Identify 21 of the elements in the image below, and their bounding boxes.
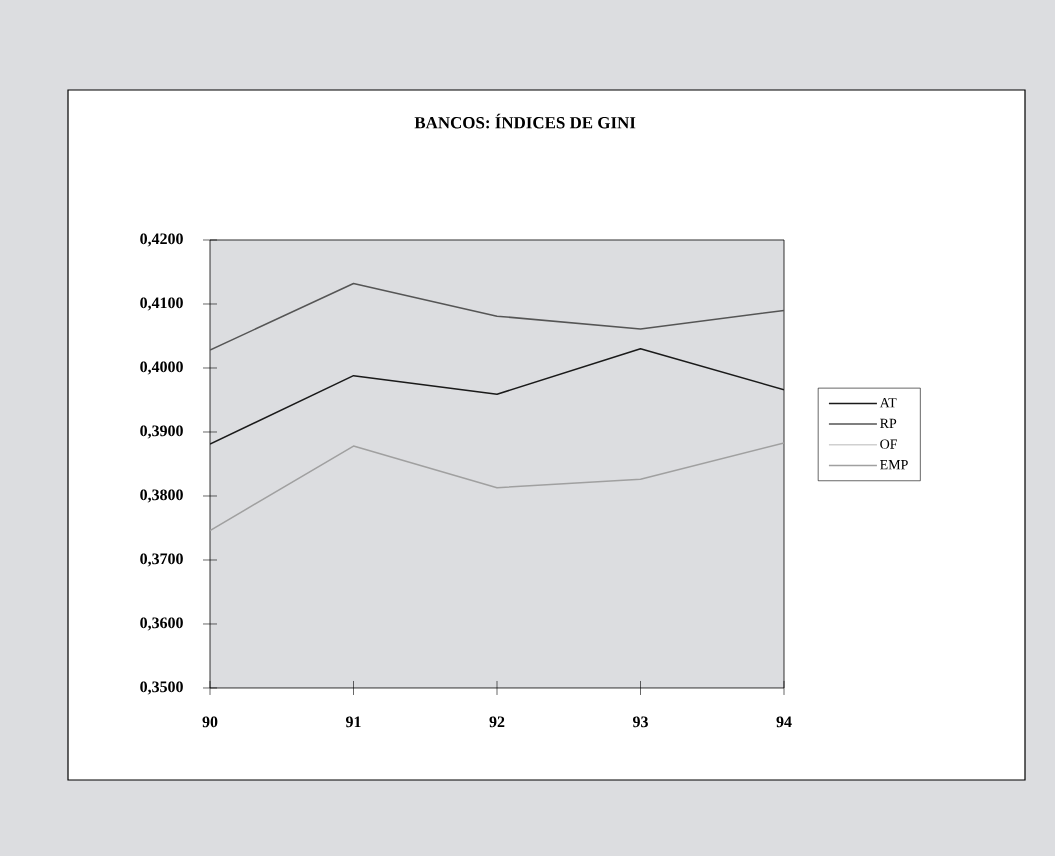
y-tick-label: 0,3900 [140,425,183,439]
legend-label: AT [879,398,897,408]
x-tick-label: 93 [632,716,648,728]
x-tick-label: 90 [202,716,218,728]
legend-label: OF [880,439,897,449]
y-tick-label: 0,4000 [140,361,183,375]
y-tick-label: 0,4100 [140,297,183,311]
legend-label: EMP [880,460,908,470]
y-tick-label: 0,3800 [140,489,183,503]
y-tick-label: 0,3600 [140,617,183,631]
x-tick-label: 94 [776,716,792,728]
chart-title: BANCOS: ÍNDICES DE GINI [414,113,636,129]
x-tick-label: 92 [489,716,505,728]
line-series [210,282,785,351]
y-tick-label: 0,3500 [140,681,183,695]
line-series [210,442,785,532]
y-tick-label: 0,4200 [140,233,183,247]
x-tick-label: 91 [345,716,361,728]
legend-label: RP [880,418,897,428]
line-series [210,348,785,445]
y-tick-label: 0,3700 [140,553,183,567]
